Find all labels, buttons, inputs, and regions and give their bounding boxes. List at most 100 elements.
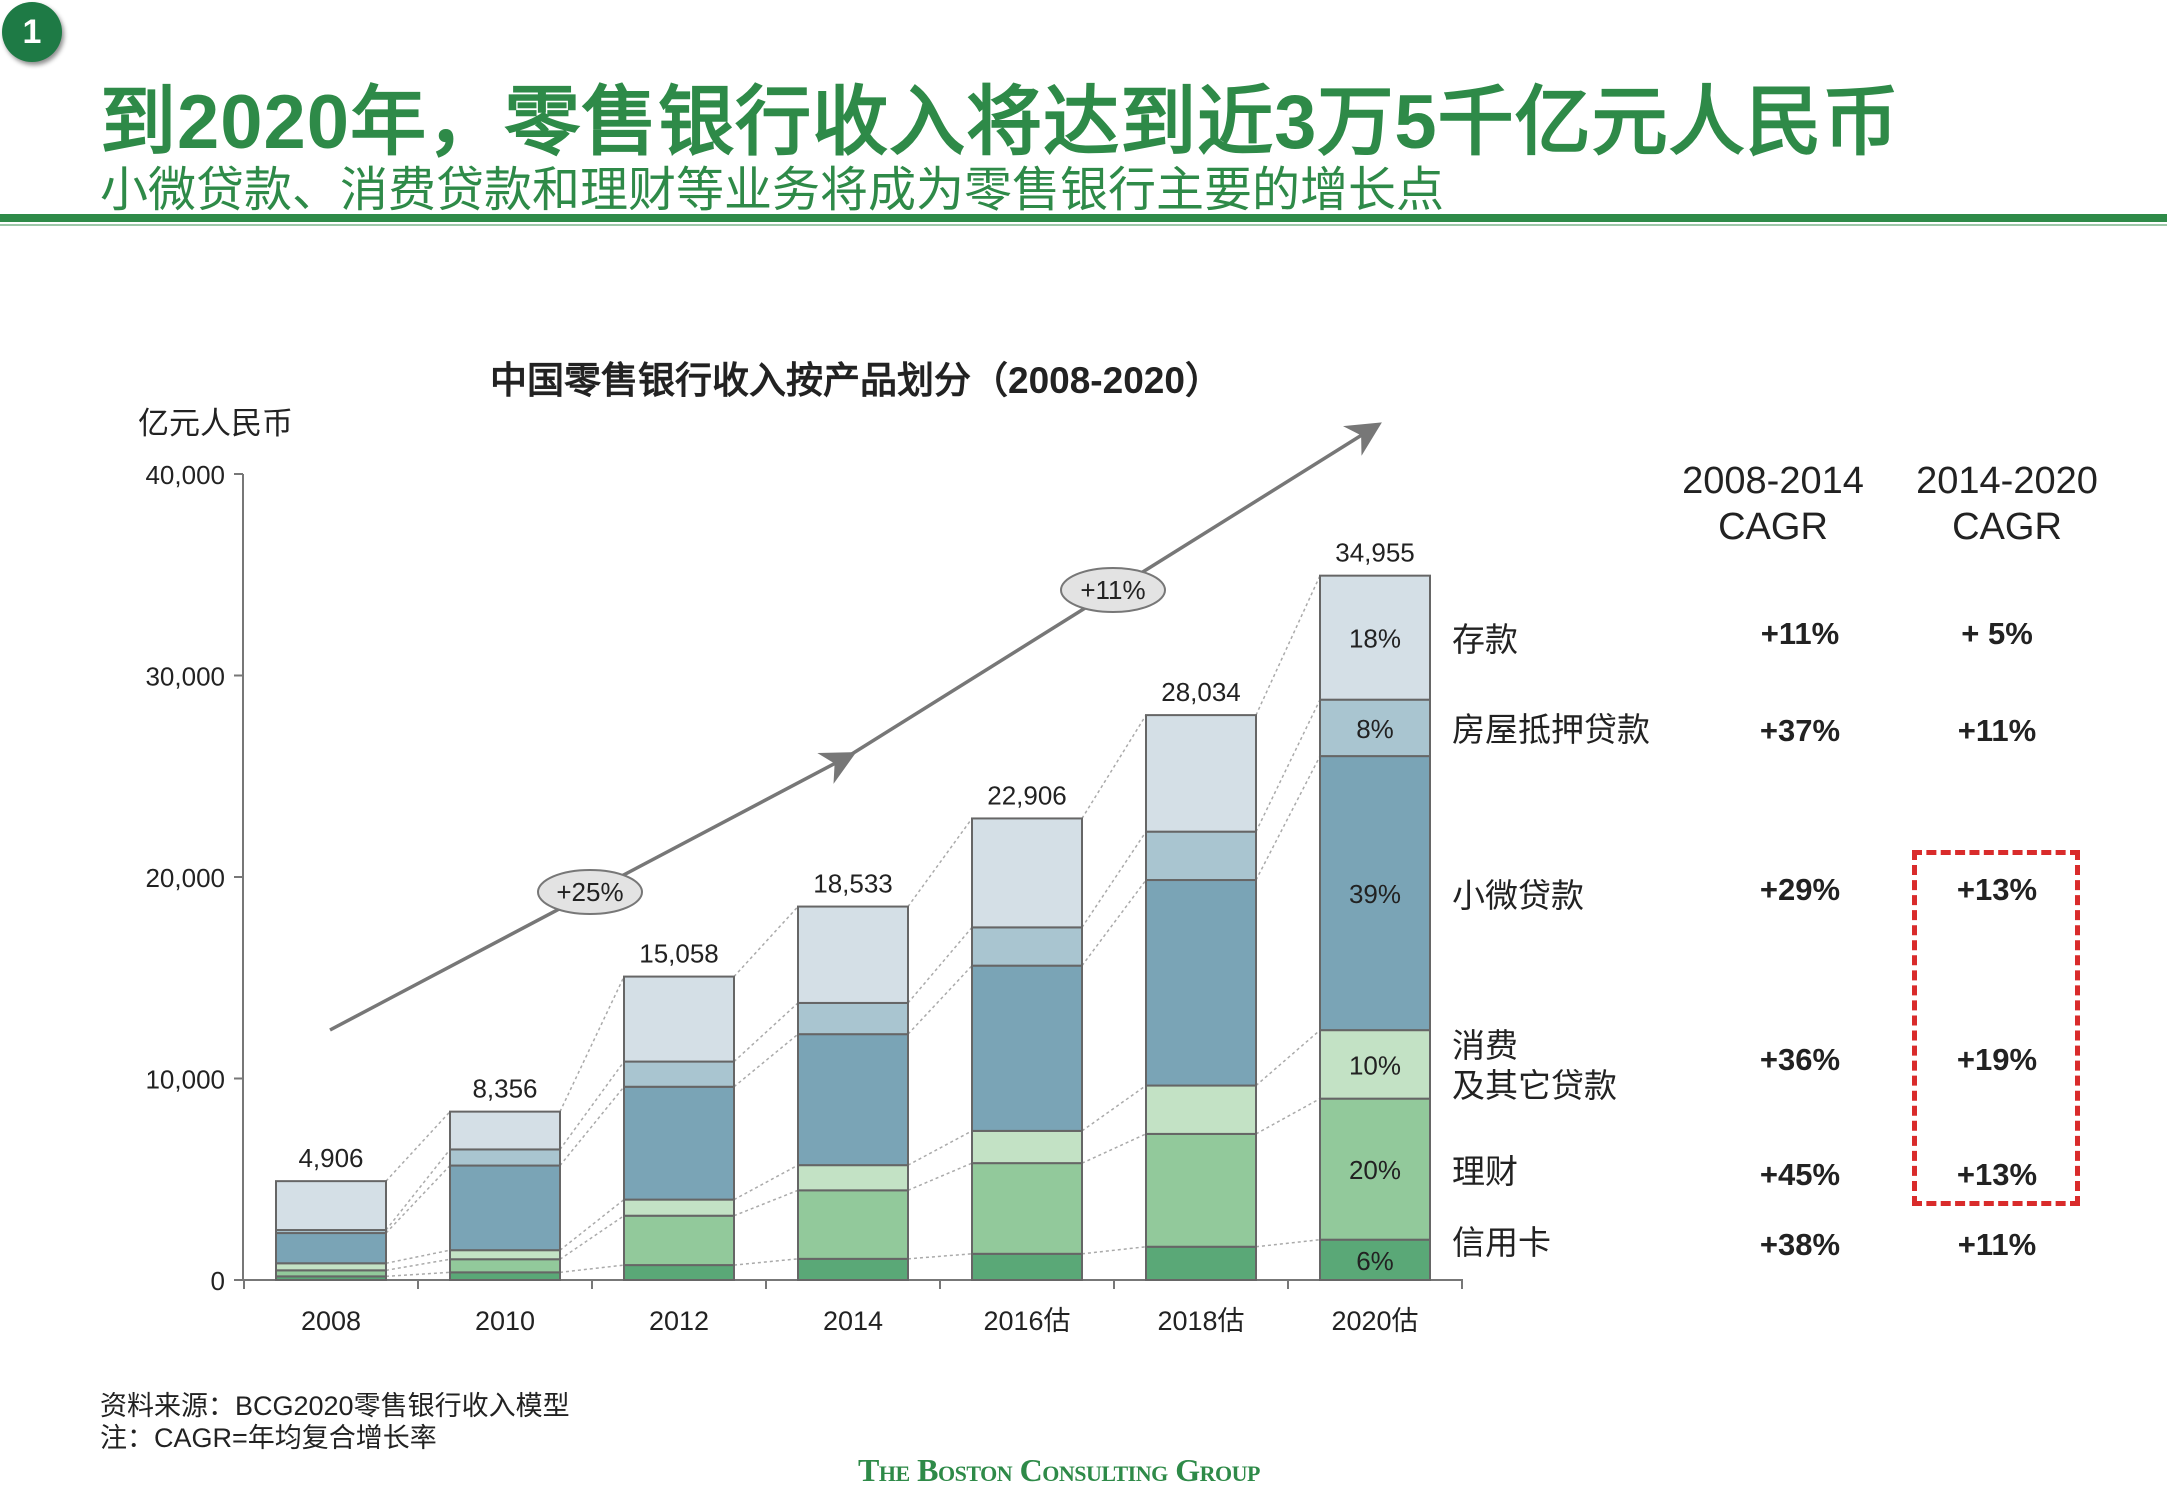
- connector-line: [1255, 1238, 1321, 1248]
- connector-line: [733, 1002, 799, 1063]
- connector-line: [733, 1164, 799, 1201]
- category-label-wealth-management: 理财: [1452, 1153, 1518, 1190]
- connector-line: [1081, 879, 1147, 967]
- cagr-value: +37%: [1759, 713, 1841, 748]
- segment-percent-label: 18%: [1349, 624, 1401, 654]
- connector-line: [1255, 755, 1321, 881]
- bar-segment: [797, 1164, 909, 1192]
- connector-line: [1255, 699, 1321, 832]
- connector-line: [385, 1249, 451, 1265]
- bcg-logo-text: The Boston Consulting Group: [858, 1452, 1260, 1488]
- growth-rate-ellipse: [1060, 567, 1166, 613]
- connector-line: [733, 1033, 799, 1088]
- connector-line: [733, 1189, 799, 1217]
- segment-percent-label: 8%: [1356, 714, 1394, 744]
- growth-rate-label: +11%: [1080, 575, 1145, 605]
- segment-percent-label: 39%: [1349, 879, 1401, 909]
- connector-line: [1255, 1097, 1321, 1135]
- cagr-header-period: 2014-2020: [1916, 460, 2098, 502]
- bar-total-label: 8,356: [472, 1074, 537, 1104]
- bar-total-label: 15,058: [639, 939, 719, 969]
- connector-line: [385, 1148, 451, 1231]
- cagr-value: +13%: [1956, 872, 2038, 907]
- cagr-value: +36%: [1759, 1042, 1841, 1077]
- title-divider: [0, 214, 2167, 222]
- bar-segment: [623, 1214, 735, 1267]
- bar-segment: [623, 1264, 735, 1281]
- segment-percent-label: 10%: [1349, 1050, 1401, 1080]
- y-tick-label: 0: [211, 1266, 225, 1296]
- cagr-value: +38%: [1759, 1227, 1841, 1262]
- y-tick-label: 40,000: [145, 460, 225, 490]
- connector-line: [559, 1086, 625, 1167]
- bar-segment: [971, 1162, 1083, 1255]
- chart-title: 中国零售银行收入按产品划分（2008-2020）: [490, 360, 1222, 401]
- note-text: 注：CAGR=年均复合增长率: [100, 1423, 437, 1453]
- y-axis-unit-label: 亿元人民币: [138, 406, 293, 441]
- connector-line: [907, 818, 973, 908]
- bar-total-label: 34,955: [1335, 538, 1415, 568]
- segment-percent-label: 20%: [1349, 1155, 1401, 1185]
- connector-line: [559, 1199, 625, 1251]
- x-tick-label: 2012: [649, 1306, 709, 1336]
- bar-segment: [1145, 1132, 1257, 1248]
- y-tick-label: 20,000: [145, 863, 225, 893]
- bar-segment: [623, 1198, 735, 1217]
- cagr-value: +19%: [1956, 1042, 2038, 1077]
- cagr-value: +29%: [1759, 872, 1841, 907]
- x-tick-label: 2020估: [1331, 1306, 1418, 1336]
- bar-segment: [1319, 1238, 1431, 1281]
- bar-segment: [449, 1164, 561, 1252]
- bar-segment: [1319, 574, 1431, 701]
- bar-segment: [1145, 879, 1257, 1087]
- bar-segment: [449, 1271, 561, 1282]
- bar-segment: [1145, 714, 1257, 833]
- category-label-mortgage: 房屋抵押贷款: [1452, 711, 1650, 748]
- connector-line: [733, 1258, 799, 1266]
- bar-total-label: 18,533: [813, 869, 893, 899]
- source-text: 资料来源：BCG2020零售银行收入模型: [100, 1391, 570, 1421]
- cagr-value: + 5%: [1961, 616, 2033, 651]
- connector-line: [907, 1253, 973, 1260]
- growth-rate-label: +25%: [556, 877, 623, 907]
- slide-title: 到2020年，零售银行收入将达到近3万5千亿元人民币: [100, 80, 1900, 165]
- connector-line: [559, 976, 625, 1112]
- bar-segment: [1319, 698, 1431, 758]
- connector-line: [1255, 1029, 1321, 1087]
- category-label-deposits: 存款: [1452, 621, 1518, 658]
- cagr-value: +11%: [1957, 1227, 2037, 1262]
- x-tick-label: 2008: [301, 1306, 361, 1336]
- cagr-header-2008-2014: 2008-2014 CAGR: [1663, 458, 1883, 550]
- y-tick-label: 30,000: [145, 662, 225, 692]
- cagr-header-label: CAGR: [1718, 506, 1828, 548]
- bar-segment: [1319, 755, 1431, 1032]
- bar-segment: [1145, 1084, 1257, 1135]
- connector-line: [1081, 831, 1147, 928]
- bar-total-label: 22,906: [987, 780, 1067, 810]
- connector-line: [559, 1215, 625, 1260]
- connector-line: [1081, 1133, 1147, 1164]
- y-tick-label: 10,000: [145, 1065, 225, 1095]
- bar-segment: [797, 1189, 909, 1260]
- bar-segment: [797, 1001, 909, 1036]
- bar-segment: [449, 1148, 561, 1167]
- bar-segment: [971, 1252, 1083, 1282]
- x-tick-label: 2016估: [983, 1306, 1070, 1336]
- connector-line: [1081, 714, 1147, 819]
- bar-segment: [449, 1110, 561, 1151]
- highlight-dashed-box: [1912, 850, 2080, 1206]
- connector-line: [907, 926, 973, 1004]
- cagr-header-label: CAGR: [1952, 506, 2062, 548]
- x-tick-label: 2014: [823, 1306, 883, 1336]
- connector-line: [733, 906, 799, 978]
- bar-total-label: 4,906: [298, 1143, 363, 1173]
- category-label-consumer-loans: 消费 及其它贷款: [1452, 1026, 1617, 1106]
- title-divider-thin: [0, 224, 2167, 226]
- bar-segment: [971, 926, 1083, 967]
- cagr-header-period: 2008-2014: [1682, 460, 1864, 502]
- connector-line: [1081, 1246, 1147, 1255]
- bar-segment: [623, 1060, 735, 1088]
- x-tick-label: 2018估: [1157, 1306, 1244, 1336]
- connector-line: [385, 1258, 451, 1272]
